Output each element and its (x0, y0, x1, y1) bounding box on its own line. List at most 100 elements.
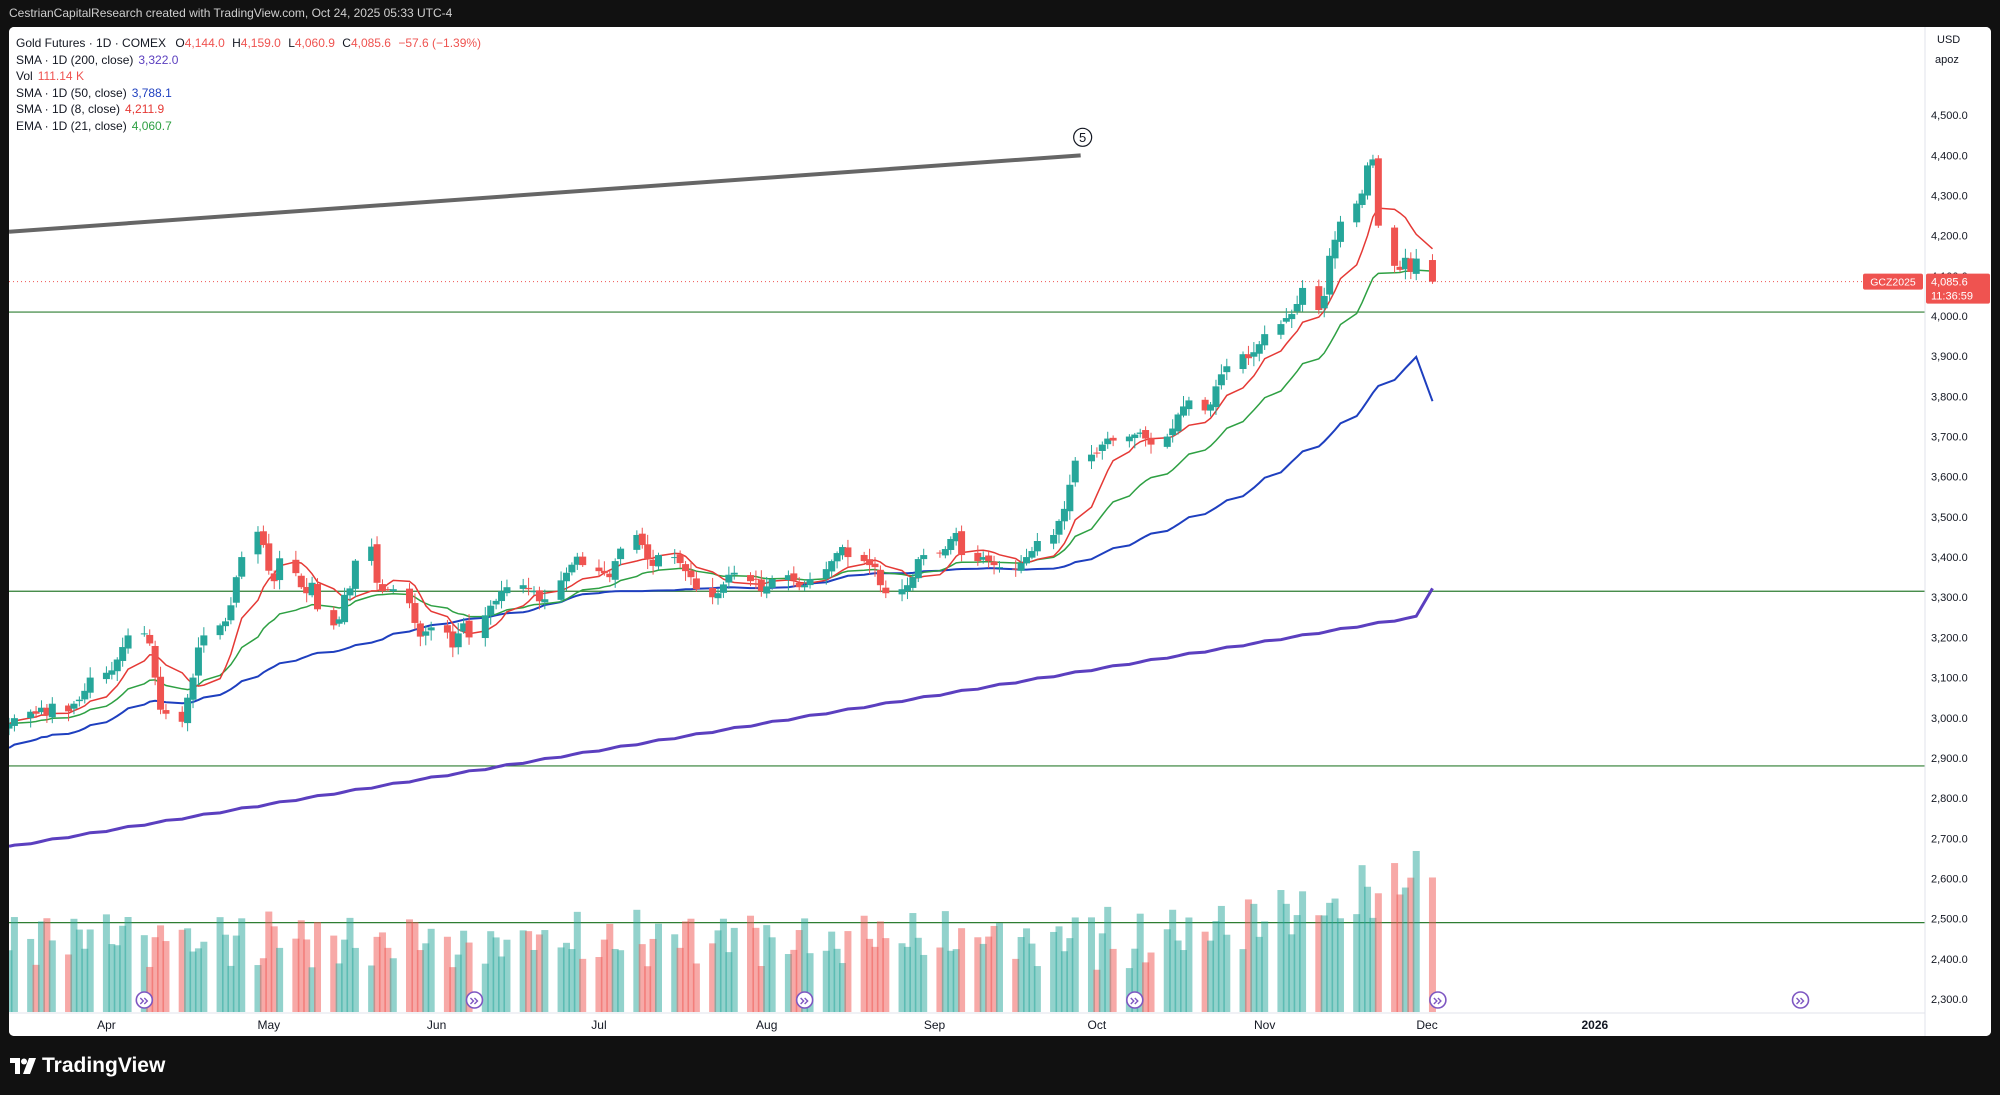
price-tick: 3,100.0 (1931, 673, 1968, 685)
legend-sma8-row[interactable]: SMA · 1D (8, close) 4,211.9 (16, 101, 481, 118)
price-tick: 2,500.0 (1931, 914, 1968, 926)
candle-body (1401, 257, 1409, 270)
volume-bar (492, 937, 500, 1012)
volume-bar (1320, 915, 1328, 1012)
volume-bar (806, 953, 814, 1012)
volume-bar (530, 949, 538, 1012)
candle-body (752, 578, 760, 580)
volume-bar (671, 934, 679, 1012)
candle-body (254, 531, 262, 555)
candle-body (330, 610, 338, 626)
volume-bar (936, 947, 944, 1012)
candle-body (682, 564, 690, 572)
volume-bar (81, 948, 89, 1012)
volume-bar (1261, 921, 1269, 1012)
volume-bar (644, 966, 652, 1012)
candle-body (454, 633, 462, 648)
tradingview-logo[interactable]: TradingView (10, 1054, 165, 1078)
price-tick: 3,800.0 (1931, 391, 1968, 403)
legend-sma200-row[interactable]: SMA · 1D (200, close) 3,322.0 (16, 52, 481, 69)
candle-body (335, 619, 343, 624)
price-chart[interactable]: 5 USD apoz 4,500.0 4,400.0 4,300.0 4,200.0 4,1… (9, 27, 1991, 1036)
legend-change: −57.6 (−1.39%) (398, 36, 482, 50)
candle-body (763, 586, 771, 594)
legend-ema21-row[interactable]: EMA · 1D (21, close) 4,060.7 (16, 118, 481, 135)
price-badge-countdown: 11:36:59 (1931, 291, 1973, 303)
volume-bar (140, 935, 148, 1012)
legend-close: 4,085.6 (350, 36, 391, 50)
volume-bar (985, 936, 993, 1012)
volume-bar (335, 963, 343, 1012)
volume-bar (378, 932, 386, 1012)
volume-bar (308, 967, 316, 1012)
legend-high: 4,159.0 (240, 36, 281, 50)
volume-bar (406, 919, 414, 1012)
volume-bar (1217, 905, 1225, 1012)
time-tick: Oct (1088, 1018, 1107, 1032)
candle-body (790, 573, 798, 581)
volume-bar (920, 954, 928, 1012)
volume-bar (1374, 893, 1382, 1012)
candle-body (184, 697, 192, 724)
volume-bar (1028, 943, 1036, 1012)
candle-body (958, 531, 966, 556)
trendline (9, 153, 1081, 234)
candle-body (1142, 430, 1150, 439)
volume-bar (866, 938, 874, 1012)
volume-bar (692, 963, 700, 1012)
time-tick: Apr (97, 1018, 116, 1032)
candle-body (314, 584, 322, 610)
legend-vol-row[interactable]: Vol 111.14 K (16, 68, 481, 85)
volume-bar (43, 918, 51, 1012)
candle-body (941, 549, 949, 556)
candle-body (265, 543, 273, 571)
candle-body (1131, 434, 1139, 439)
candle-body (341, 594, 349, 623)
candle-body (801, 585, 809, 588)
candle-body (1050, 534, 1058, 544)
volume-bar (1131, 948, 1139, 1012)
volume-bar (1050, 931, 1058, 1012)
candle-body (822, 569, 830, 579)
candle-body (1336, 221, 1344, 242)
event-arrow-icon (800, 997, 809, 1005)
volume-bar (1012, 958, 1020, 1012)
price-tick: 4,200.0 (1931, 231, 1968, 243)
candle-body (9, 723, 13, 729)
footer-bar: TradingView (0, 1036, 2000, 1095)
volume-bar (790, 949, 798, 1012)
volume-bar (1391, 863, 1399, 1012)
legend-sma50-row[interactable]: SMA · 1D (50, close) 3,788.1 (16, 85, 481, 102)
candle-body (909, 577, 917, 588)
candle-body (460, 623, 468, 632)
volume-bar (1255, 936, 1263, 1012)
volume-bar (757, 966, 765, 1012)
candle-body (568, 564, 576, 573)
volume-bar (1407, 877, 1415, 1012)
price-tick: 2,700.0 (1931, 833, 1968, 845)
volume-bar (65, 954, 73, 1012)
candle-body (1109, 437, 1117, 441)
chart-panel[interactable]: 5 USD apoz 4,500.0 4,400.0 4,300.0 4,200.0 4,1… (9, 27, 1991, 1036)
legend-vol-value: 111.14 K (37, 69, 84, 83)
price-tick: 3,500.0 (1931, 512, 1968, 524)
volume-bar (941, 911, 949, 1012)
legend-close-label: C (342, 36, 351, 50)
candle-body (270, 573, 278, 582)
legend-sma50-value: 3,788.1 (131, 85, 172, 100)
volume-bar (784, 954, 792, 1012)
price-tick: 4,500.0 (1931, 110, 1968, 122)
candle-body (221, 621, 229, 627)
volume-bar (725, 952, 733, 1012)
candle-body (113, 659, 121, 672)
volume-bar (1336, 918, 1344, 1012)
candle-body (1407, 258, 1415, 272)
volume-bar (1093, 969, 1101, 1012)
candle-body (876, 569, 884, 586)
volume-bar (1326, 902, 1334, 1012)
candle-body (654, 555, 662, 567)
candle-body (990, 561, 998, 566)
volume-bar (70, 918, 78, 1012)
candle-body (920, 555, 928, 560)
candle-body (465, 620, 473, 638)
